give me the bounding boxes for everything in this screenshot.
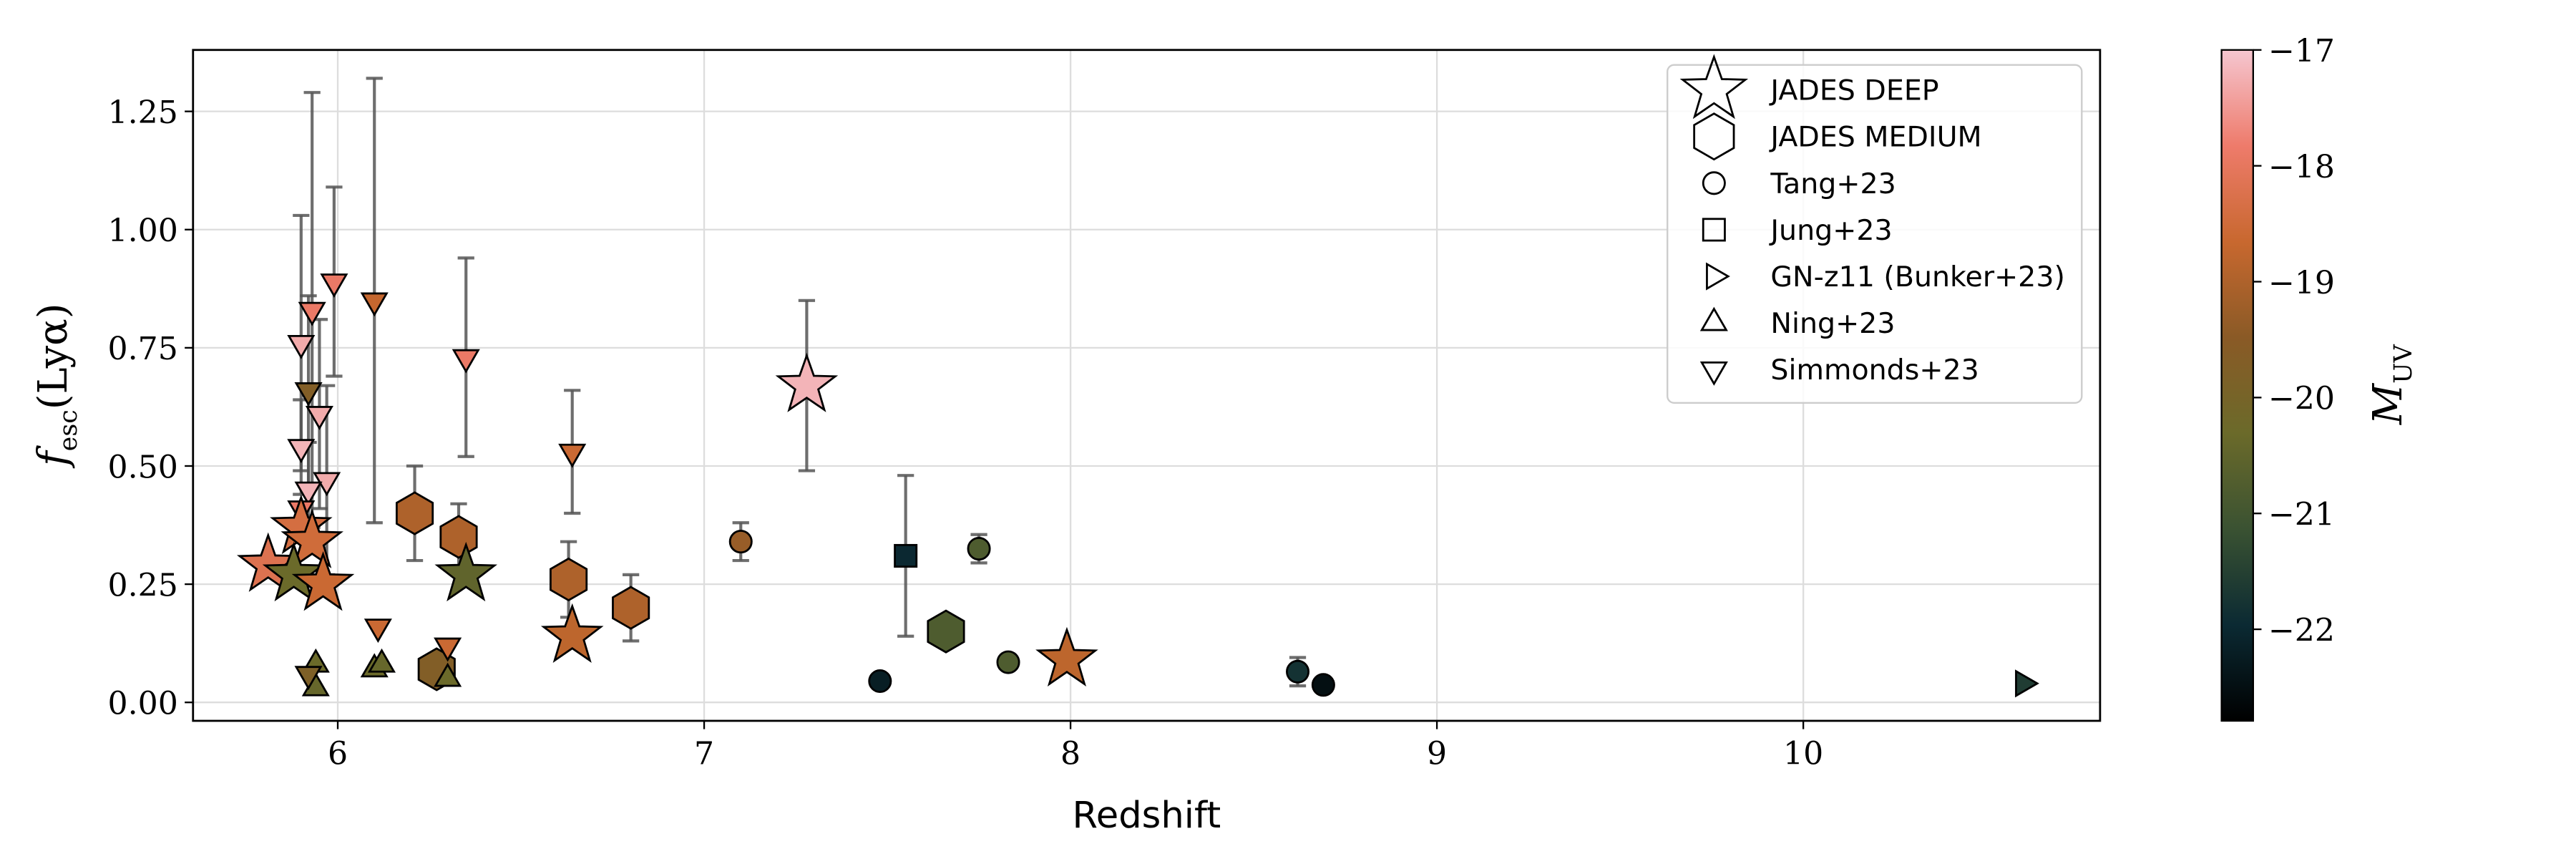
- point: [775, 352, 839, 412]
- axes: 6 7 8 9 10 0.00 0.25 0.50 0.75 1.00 1.25: [107, 94, 1823, 772]
- legend-marker: [1706, 262, 1730, 291]
- point: [2015, 669, 2039, 698]
- point: [262, 541, 326, 602]
- point: [550, 557, 588, 602]
- point: [728, 530, 753, 554]
- legend-label: Ning+23: [1770, 307, 1895, 340]
- legend-label: GN-z11 (Bunker+23): [1770, 261, 2064, 293]
- point: [434, 662, 462, 687]
- y-tick-label: 0.25: [107, 567, 177, 603]
- legend-frame: [1667, 64, 2083, 404]
- point: [967, 537, 991, 561]
- legend-marker: [1693, 112, 1735, 161]
- y-tick-label: 0.00: [107, 685, 177, 722]
- point: [434, 541, 498, 602]
- legend-label: Tang+23: [1770, 168, 1896, 200]
- colorbar-tick-label: −17: [2268, 33, 2335, 69]
- colorbar-tick-label: −20: [2268, 381, 2335, 417]
- point: [1286, 659, 1310, 684]
- point: [287, 334, 316, 359]
- point: [294, 666, 323, 691]
- legend-marker: [1679, 54, 1749, 120]
- point: [367, 648, 396, 673]
- x-tick-label: 9: [1427, 735, 1447, 772]
- point: [287, 439, 316, 464]
- point: [452, 349, 480, 374]
- point: [294, 481, 323, 506]
- point: [291, 551, 355, 611]
- colorbar-tick-label: −22: [2268, 612, 2335, 649]
- legend-marker: [1699, 361, 1728, 386]
- legend: JADES DEEP JADES MEDIUM Tang+23 Jung+23 GN-z…: [1667, 54, 2083, 404]
- colorbar: −17 −18 −19 −20 −21 −22: [2220, 33, 2335, 722]
- point: [360, 292, 389, 317]
- point: [294, 382, 323, 407]
- colorbar-tick-label: −19: [2268, 265, 2335, 301]
- points: [236, 273, 2039, 698]
- plot-frame: [192, 49, 2102, 722]
- legend-label: JADES MEDIUM: [1768, 121, 1981, 154]
- point: [1035, 626, 1098, 687]
- legend-label: JADES DEEP: [1768, 74, 1938, 107]
- point: [1311, 673, 1335, 697]
- point: [540, 603, 604, 664]
- y-label-rest: (Lyα): [30, 303, 77, 409]
- colorbar-fill: [2220, 49, 2255, 722]
- point: [558, 443, 587, 468]
- point: [927, 609, 965, 654]
- legend-label: Jung+23: [1768, 214, 1892, 247]
- colorbar-tick-label: −21: [2268, 497, 2335, 533]
- x-tick-label: 6: [328, 735, 348, 772]
- point: [395, 491, 434, 535]
- legend-marker: [1702, 218, 1726, 242]
- legend-marker: [1702, 171, 1726, 195]
- x-tick-label: 7: [694, 735, 714, 772]
- x-axis-label: Redshift: [1072, 795, 1221, 837]
- legend-marker: [1699, 306, 1728, 331]
- point: [439, 515, 478, 559]
- point: [280, 508, 343, 568]
- y-label-sub: esc: [54, 409, 83, 451]
- point: [996, 650, 1020, 674]
- y-tick-label: 1.00: [107, 213, 177, 249]
- point: [305, 406, 333, 430]
- colorbar-tick-label: −18: [2268, 149, 2335, 185]
- point: [868, 669, 892, 694]
- colorbar-label-main: M: [2365, 382, 2411, 425]
- point: [612, 586, 650, 630]
- colorbar-label-sub: UV: [2389, 344, 2418, 384]
- point: [320, 273, 348, 298]
- point: [434, 637, 462, 662]
- point: [894, 543, 918, 568]
- x-tick-label: 8: [1060, 735, 1080, 772]
- point: [298, 301, 326, 326]
- legend-label: Simmonds+23: [1770, 354, 1979, 387]
- y-tick-label: 0.50: [107, 449, 177, 485]
- y-tick-label: 1.25: [107, 94, 177, 131]
- y-tick-label: 0.75: [107, 331, 177, 367]
- x-tick-label: 10: [1783, 735, 1823, 772]
- colorbar-label: MUV: [2365, 344, 2418, 426]
- point: [364, 618, 392, 644]
